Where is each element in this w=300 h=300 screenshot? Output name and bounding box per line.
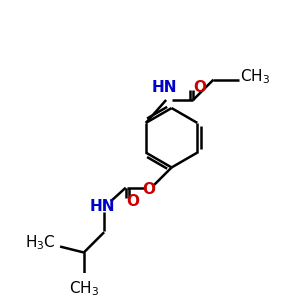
Text: O: O	[194, 80, 206, 95]
Text: CH$_3$: CH$_3$	[69, 280, 99, 298]
Text: HN: HN	[90, 199, 116, 214]
Text: H$_3$C: H$_3$C	[25, 234, 56, 252]
Text: HN: HN	[152, 80, 178, 95]
Text: O: O	[126, 194, 139, 209]
Text: O: O	[143, 182, 156, 196]
Text: CH$_3$: CH$_3$	[240, 68, 271, 86]
